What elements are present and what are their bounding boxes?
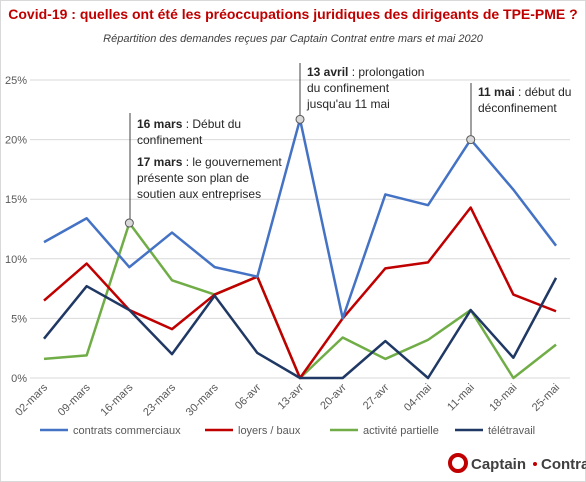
legend-label: contrats commerciaux	[73, 425, 181, 437]
annotation-text: 13 avril : prolongation	[307, 65, 424, 79]
y-tick-label: 10%	[5, 254, 27, 266]
annotation-bold: 13 avril	[307, 65, 348, 79]
series-line	[43, 277, 558, 380]
annotation-text: 16 mars : Début du	[137, 117, 241, 131]
annotation-span: déconfinement	[478, 101, 557, 115]
annotation-text: déconfinement	[478, 101, 557, 115]
y-tick-label: 5%	[11, 313, 27, 325]
y-tick-label: 0%	[11, 373, 27, 385]
annotation-bold: 16 mars	[137, 117, 183, 131]
annotation-span: : début du	[515, 85, 572, 99]
y-tick-label: 25%	[5, 75, 27, 87]
annotation-text: 17 mars : le gouvernement	[137, 155, 282, 169]
annotation-text: présente son plan de	[137, 171, 249, 185]
legend-label: loyers / baux	[238, 425, 301, 437]
annotation-span: jusqu'au 11 mai	[306, 97, 390, 111]
annotation-span: : prolongation	[348, 65, 424, 79]
annotation-bold: 11 mai	[478, 85, 515, 99]
annotation-span: du confinement	[307, 81, 390, 95]
annotation-marker	[124, 218, 134, 228]
annotation-text: soutien aux entreprises	[137, 187, 261, 201]
annotation-text: 11 mai : début du	[478, 85, 571, 99]
y-tick-label: 15%	[5, 194, 27, 206]
logo-dot	[533, 462, 537, 466]
annotation-text: confinement	[137, 133, 203, 147]
logo-second: Contrat	[541, 456, 586, 473]
annotation-bold: 17 mars	[137, 155, 183, 169]
annotation-span: présente son plan de	[137, 171, 249, 185]
annotation-marker	[295, 114, 305, 124]
y-tick-label: 20%	[5, 135, 27, 147]
logo-icon	[448, 453, 468, 473]
chart-subtitle: Répartition des demandes reçues par Capt…	[103, 33, 484, 45]
annotation-span: soutien aux entreprises	[137, 187, 261, 201]
legend-label: télétravail	[488, 425, 535, 437]
logo-first: Captain	[471, 456, 526, 473]
legend-label: activité partielle	[363, 425, 439, 437]
annotation-span: : le gouvernement	[182, 155, 282, 169]
annotation-text: jusqu'au 11 mai	[306, 97, 390, 111]
annotation-marker	[466, 135, 476, 145]
annotation-span: confinement	[137, 133, 203, 147]
annotation-text: du confinement	[307, 81, 390, 95]
annotation-span: : Début du	[182, 117, 241, 131]
chart-title: Covid-19 : quelles ont été les préoccupa…	[8, 6, 577, 22]
